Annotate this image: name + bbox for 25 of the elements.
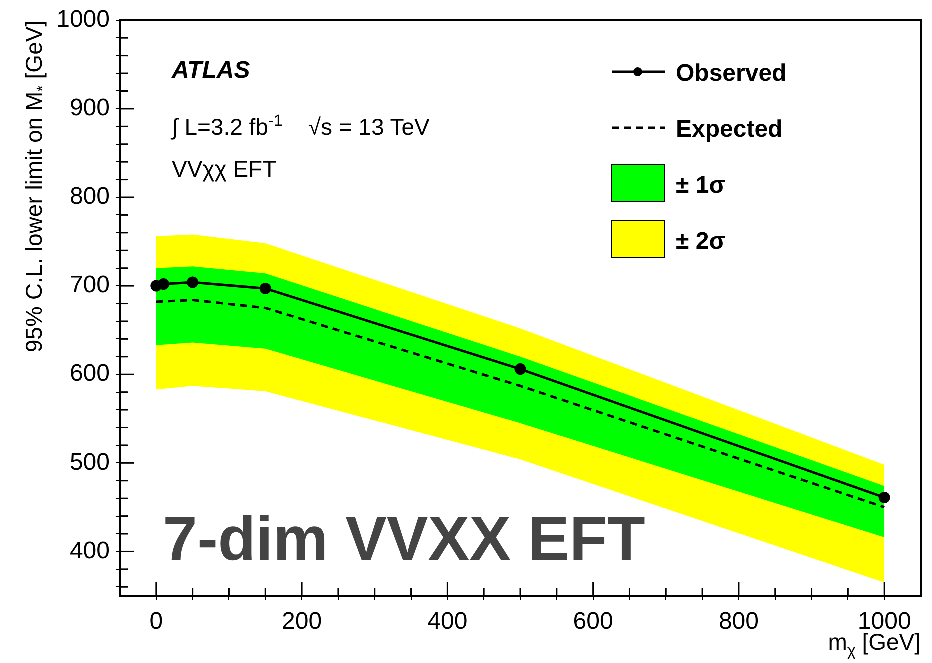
x-tick-label: 800 [718,608,759,636]
point [260,282,272,294]
legend-label: ± 1σ [676,172,726,199]
legend-label: Expected [676,116,783,143]
annotation: 7-dim VVXX EFT [163,505,646,574]
legend-label: Observed [676,60,787,87]
point [878,492,890,504]
y-tick-label: 1000 [56,6,110,34]
x-tick-label: 400 [428,608,468,636]
point [158,278,170,290]
y-axis-title: 95% C.L. lower limit on M* [GeV] [21,20,52,353]
x-tick-label: 600 [573,608,614,636]
y-tick-label: 400 [70,537,110,564]
x-tick-label: 0 [150,608,164,636]
x-tick-label: 200 [282,608,322,636]
y-tick-label: 600 [70,360,110,388]
y-tick-label: 800 [70,183,110,210]
annotation: ATLAS [171,57,250,84]
legend-label: ± 2σ [676,228,726,255]
point [187,276,199,288]
annotation: VVχχ EFT [172,156,277,182]
y-tick-label: 700 [70,272,110,299]
y-tick-label: 900 [70,94,110,122]
y-tick-label: 500 [70,448,110,476]
point [514,364,526,376]
